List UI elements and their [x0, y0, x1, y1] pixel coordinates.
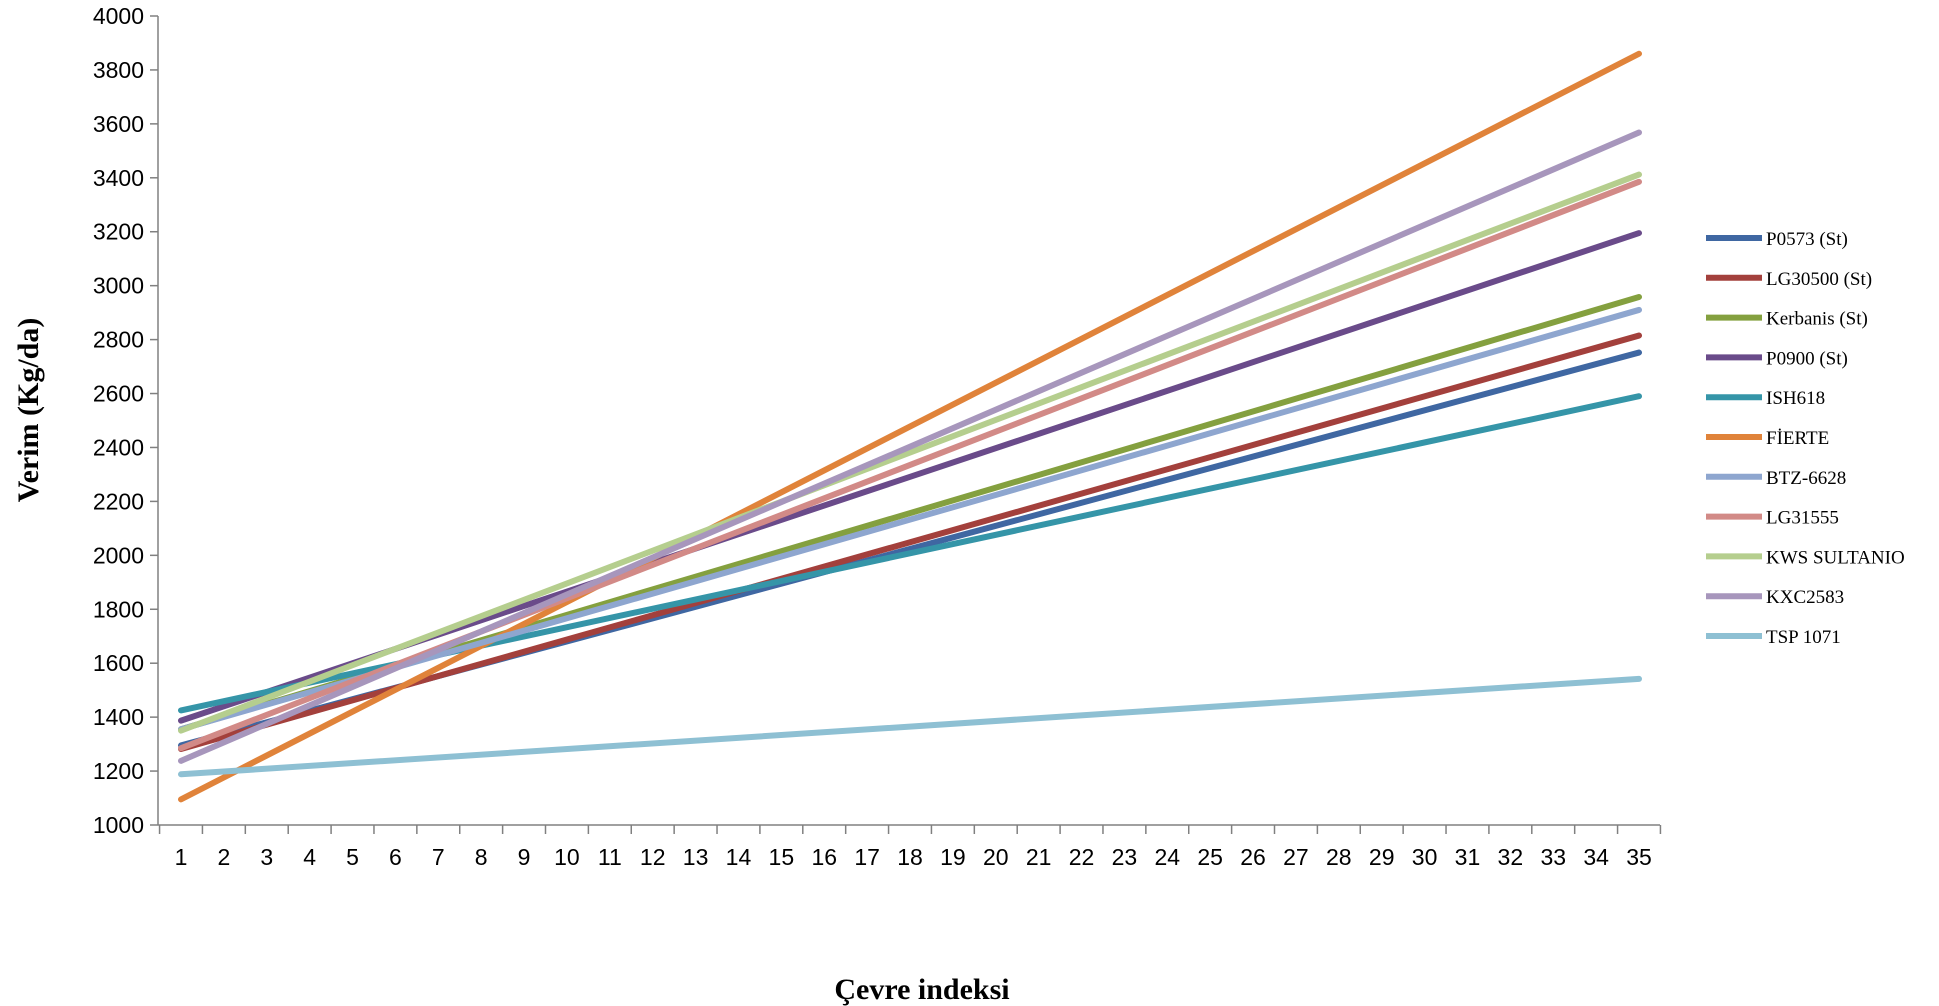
y-axis: 1000 1200 1400 1600 1800 2000 2200 2400 2600 2800…	[93, 3, 159, 838]
x-tick-label: 27	[1283, 844, 1309, 870]
y-tick-label: 1800	[93, 596, 144, 622]
series-line	[178, 332, 1642, 752]
series-line	[178, 675, 1642, 778]
legend-label: TSP 1071	[1766, 627, 1841, 648]
x-tick-label: 23	[1112, 844, 1138, 870]
y-tick-label: 2600	[93, 381, 144, 407]
y-tick-label: 3800	[93, 57, 144, 83]
y-tick-label: 2400	[93, 434, 144, 460]
x-tick-label: 13	[683, 844, 709, 870]
x-tick-label: 5	[346, 844, 359, 870]
x-tick-label: 7	[432, 844, 445, 870]
x-tick-label: 1	[175, 844, 188, 870]
series-line	[178, 306, 1642, 733]
x-tick-label: 28	[1326, 844, 1352, 870]
x-axis-title: Çevre indeksi	[834, 973, 1009, 1006]
y-tick-label: 1200	[93, 758, 144, 784]
y-tick-label: 3200	[93, 219, 144, 245]
x-tick-label: 29	[1369, 844, 1395, 870]
series-line	[178, 50, 1642, 803]
x-tick-label: 10	[554, 844, 580, 870]
legend-label: FİERTE	[1766, 428, 1829, 449]
y-tick-label: 2000	[93, 542, 144, 568]
legend-label: P0573 (St)	[1766, 229, 1848, 250]
y-tick-label: 3600	[93, 111, 144, 137]
x-tick-label: 11	[598, 844, 622, 870]
x-tick-label: 19	[940, 844, 966, 870]
x-tick-label: 31	[1455, 844, 1481, 870]
legend-label: KXC2583	[1766, 587, 1844, 608]
y-tick-label: 2200	[93, 488, 144, 514]
x-tick-label: 16	[811, 844, 837, 870]
y-tick-label: 1000	[93, 812, 144, 838]
x-tick-label: 26	[1240, 844, 1266, 870]
y-tick-label: 4000	[93, 3, 144, 29]
series-line	[178, 171, 1642, 734]
y-tick-label: 2800	[93, 327, 144, 353]
legend: P0573 (St) LG30500 (St) Kerbanis (St) P0900…	[1706, 229, 1905, 648]
series-lines	[178, 50, 1642, 803]
x-tick-label: 21	[1026, 844, 1052, 870]
x-tick-label: 4	[303, 844, 316, 870]
x-tick-label: 35	[1626, 844, 1652, 870]
legend-label: ISH618	[1766, 388, 1825, 409]
legend-label: Kerbanis (St)	[1766, 309, 1868, 330]
x-tick-label: 32	[1498, 844, 1524, 870]
x-tick-label: 12	[640, 844, 666, 870]
x-tick-label: 18	[897, 844, 923, 870]
y-tick-label: 3000	[93, 273, 144, 299]
x-tick-label: 14	[726, 844, 752, 870]
x-tick-label: 6	[389, 844, 402, 870]
series-line	[178, 129, 1642, 764]
legend-label: KWS SULTANIO	[1766, 547, 1905, 568]
y-axis-title: Verim (Kg/da)	[12, 318, 45, 503]
x-tick-label: 15	[769, 844, 795, 870]
x-tick-label: 24	[1154, 844, 1180, 870]
x-tick-label: 33	[1540, 844, 1566, 870]
legend-label: BTZ-6628	[1766, 468, 1846, 489]
x-tick-label: 8	[475, 844, 488, 870]
y-tick-label: 1400	[93, 704, 144, 730]
x-tick-label: 20	[983, 844, 1009, 870]
x-tick-label: 3	[260, 844, 273, 870]
legend-label: LG31555	[1766, 508, 1839, 529]
series-line	[178, 178, 1642, 752]
legend-label: P0900 (St)	[1766, 348, 1848, 369]
x-tick-label: 30	[1412, 844, 1438, 870]
x-tick-label: 17	[854, 844, 880, 870]
x-tick-label: 22	[1069, 844, 1095, 870]
y-tick-label: 1600	[93, 650, 144, 676]
x-tick-label: 25	[1197, 844, 1223, 870]
x-axis: 1 2 3 4 5 6 7 8 9 10 11 12 13 14 15 16 17 18 19 20 21 22 23 24 2…	[158, 824, 1662, 870]
x-tick-label: 34	[1583, 844, 1609, 870]
x-tick-label: 9	[518, 844, 531, 870]
x-tick-label: 2	[217, 844, 230, 870]
y-tick-label: 3400	[93, 165, 144, 191]
legend-label: LG30500 (St)	[1766, 269, 1872, 290]
